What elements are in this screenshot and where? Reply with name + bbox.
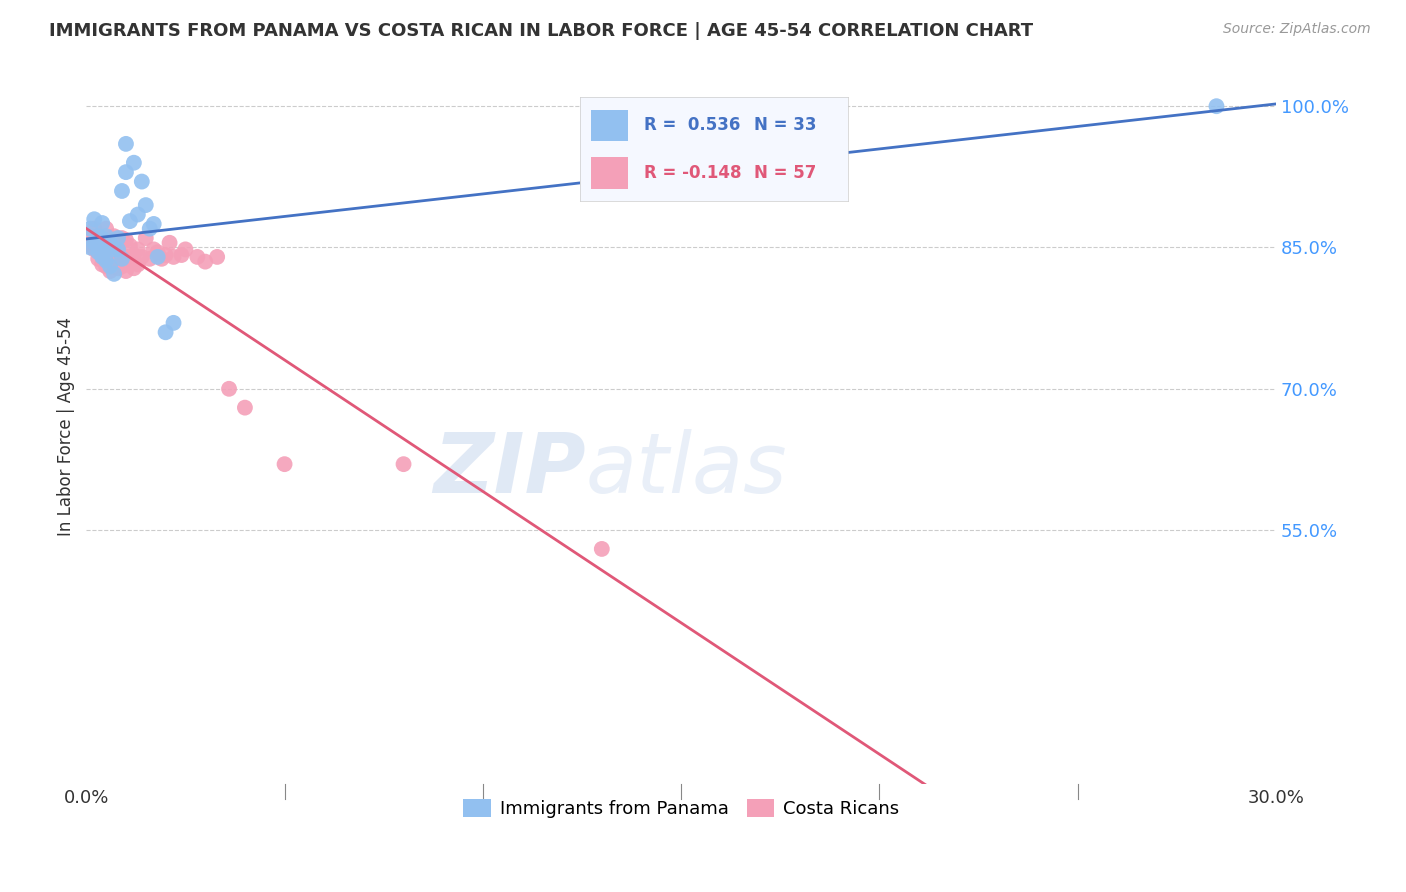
Point [170,248,193,262]
Point [155,326,177,340]
Point [107,231,129,245]
Point [111,252,134,266]
Point [79,221,101,235]
Point [83,212,105,227]
Point [103,250,125,264]
Point [127,257,149,271]
Point [233,401,256,415]
Point [87,245,110,260]
Point [83,233,105,247]
Point [186,250,208,264]
Point [91,250,114,264]
Point [111,248,134,262]
Point [392,457,415,471]
Point [98,260,121,274]
Legend: Immigrants from Panama, Costa Ricans: Immigrants from Panama, Costa Ricans [457,792,905,825]
Point [87,240,110,254]
Point [98,243,121,257]
Point [127,208,149,222]
Point [94,221,117,235]
Point [111,260,134,274]
Text: IMMIGRANTS FROM PANAMA VS COSTA RICAN IN LABOR FORCE | AGE 45-54 CORRELATION CHA: IMMIGRANTS FROM PANAMA VS COSTA RICAN IN… [49,22,1033,40]
Point [94,250,117,264]
Point [155,248,177,262]
Point [139,252,162,266]
Point [107,261,129,276]
Point [127,243,149,257]
Point [98,252,121,266]
Point [131,175,153,189]
Point [94,243,117,257]
Point [162,250,184,264]
Point [135,198,157,212]
Point [103,243,125,257]
Point [103,267,125,281]
Point [91,243,114,257]
Point [142,217,165,231]
Point [142,243,165,257]
Point [79,238,101,252]
Point [94,238,117,252]
Point [118,238,141,252]
Point [107,250,129,264]
Point [118,214,141,228]
Point [79,229,101,244]
Point [83,243,105,257]
Point [103,229,125,244]
Point [107,243,129,257]
Point [83,221,105,235]
Point [94,253,117,268]
Point [122,248,145,262]
Text: ZIP: ZIP [433,429,586,510]
Point [83,235,105,250]
Point [98,235,121,250]
Point [111,184,134,198]
Point [79,240,101,254]
Point [150,252,173,266]
Y-axis label: In Labor Force | Age 45-54: In Labor Force | Age 45-54 [58,317,75,536]
Point [146,250,169,264]
Point [273,457,295,471]
Point [98,264,121,278]
Point [174,243,197,257]
Point [218,382,240,396]
Point [162,316,184,330]
Point [91,216,114,230]
Point [103,238,125,252]
Point [159,235,181,250]
Point [139,221,162,235]
Point [91,231,114,245]
Text: atlas: atlas [586,429,787,510]
Point [94,260,117,274]
Point [94,229,117,244]
Point [87,252,110,266]
Point [118,252,141,266]
Point [122,261,145,276]
Point [194,254,217,268]
Point [115,264,138,278]
Point [1205,99,1227,113]
Point [131,250,153,264]
Point [115,233,138,247]
Point [103,260,125,274]
Point [115,250,138,264]
Point [146,245,169,260]
Point [111,231,134,245]
Point [98,231,121,245]
Point [87,229,110,244]
Text: Source: ZipAtlas.com: Source: ZipAtlas.com [1223,22,1371,37]
Point [122,155,145,169]
Point [135,231,157,245]
Point [87,229,110,244]
Point [91,233,114,247]
Point [115,165,138,179]
Point [91,257,114,271]
Point [107,233,129,247]
Point [205,250,228,264]
Point [115,136,138,151]
Point [591,541,613,556]
